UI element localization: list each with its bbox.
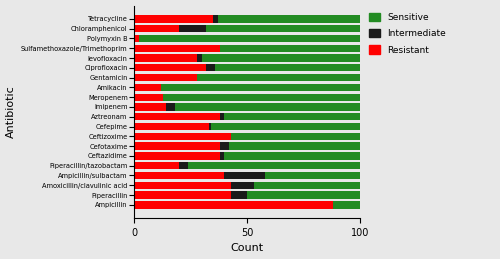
Bar — [188, 162, 360, 169]
Bar — [134, 123, 208, 130]
Bar — [224, 113, 360, 120]
Bar — [229, 142, 360, 150]
Bar — [134, 182, 231, 189]
Bar — [134, 45, 220, 52]
Y-axis label: Antibiotic: Antibiotic — [6, 85, 16, 138]
Bar — [202, 54, 360, 62]
Bar — [220, 45, 360, 52]
Bar — [254, 182, 360, 189]
Bar — [164, 93, 360, 101]
Bar — [220, 152, 224, 160]
Bar — [134, 142, 220, 150]
Bar — [198, 74, 360, 81]
Bar — [134, 103, 166, 111]
Bar — [224, 172, 265, 179]
Bar — [211, 123, 360, 130]
Bar — [206, 25, 360, 32]
Bar — [206, 64, 216, 71]
Bar — [174, 103, 360, 111]
Bar — [134, 133, 231, 140]
Bar — [213, 15, 218, 23]
X-axis label: Count: Count — [230, 243, 264, 254]
Bar — [224, 152, 360, 160]
Bar — [134, 74, 198, 81]
Legend: Sensitive, Intermediate, Resistant: Sensitive, Intermediate, Resistant — [367, 10, 449, 57]
Bar — [134, 172, 224, 179]
Bar — [220, 113, 224, 120]
Bar — [333, 201, 360, 208]
Bar — [166, 103, 174, 111]
Bar — [134, 191, 231, 199]
Bar — [231, 191, 247, 199]
Bar — [134, 35, 138, 42]
Bar — [134, 54, 198, 62]
Bar — [208, 123, 211, 130]
Bar — [134, 84, 161, 91]
Bar — [231, 133, 360, 140]
Bar — [220, 142, 229, 150]
Bar — [134, 25, 179, 32]
Bar — [134, 162, 179, 169]
Bar — [231, 182, 254, 189]
Bar — [134, 93, 164, 101]
Bar — [216, 64, 360, 71]
Bar — [134, 152, 220, 160]
Bar — [247, 191, 360, 199]
Bar — [198, 54, 202, 62]
Bar — [134, 201, 333, 208]
Bar — [134, 15, 213, 23]
Bar — [161, 84, 360, 91]
Bar — [265, 172, 360, 179]
Bar — [134, 113, 220, 120]
Bar — [179, 25, 206, 32]
Bar — [138, 35, 360, 42]
Bar — [134, 64, 206, 71]
Bar — [218, 15, 360, 23]
Bar — [179, 162, 188, 169]
